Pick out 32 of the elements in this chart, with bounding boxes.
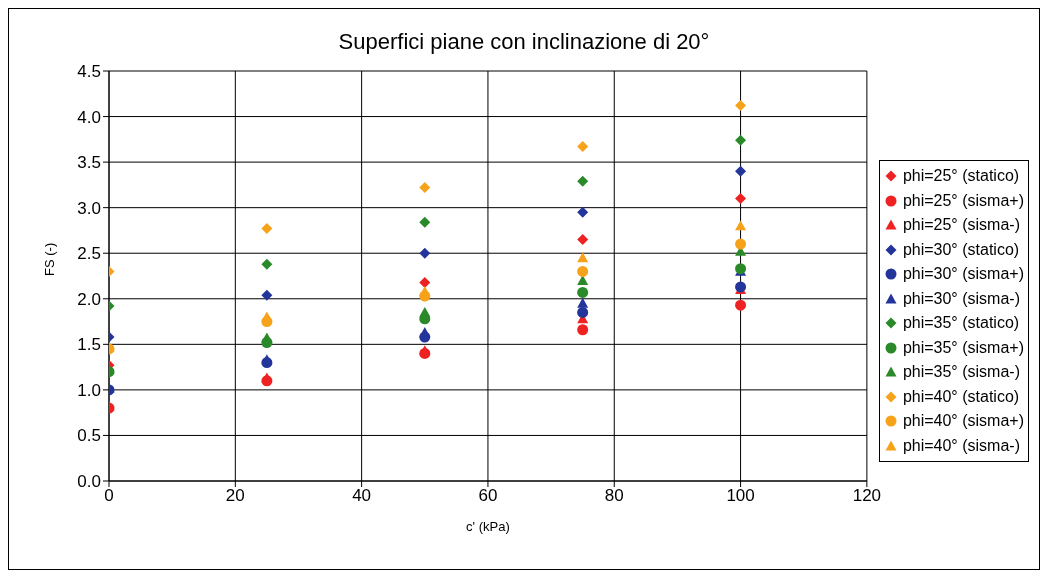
x-tick-label: 0 xyxy=(104,486,114,506)
chart-title: Superfici piane con inclinazione di 20° xyxy=(337,29,711,56)
y-tick-label: 0.5 xyxy=(77,426,101,446)
y-tick-label: 2.0 xyxy=(77,289,101,309)
legend-label: phi=40° (statico) xyxy=(902,386,1020,407)
y-tick-label: 4.0 xyxy=(77,107,101,127)
x-tick-label: 40 xyxy=(352,486,372,506)
x-tick-label: 60 xyxy=(478,486,498,506)
y-tick-label: 0.0 xyxy=(77,472,101,492)
legend-label: phi=25° (sisma+) xyxy=(902,190,1024,211)
legend-label: phi=30° (statico) xyxy=(902,239,1020,260)
y-tick-label: 2.5 xyxy=(77,244,101,264)
x-tick-label: 80 xyxy=(604,486,624,506)
legend-label: phi=25° (sisma-) xyxy=(902,215,1020,235)
legend-label: phi=35° (sisma+) xyxy=(902,337,1024,358)
legend-label: phi=30° (sisma-) xyxy=(902,288,1020,309)
legend-label: phi=40° (sisma+) xyxy=(902,411,1024,431)
y-tick-label: 1.0 xyxy=(77,380,101,400)
y-tick-label: 4.5 xyxy=(77,62,101,82)
x-tick-label: 120 xyxy=(852,486,882,506)
legend-label: phi=25° (statico) xyxy=(902,166,1020,186)
legend-label: phi=40° (sisma-) xyxy=(902,435,1020,456)
x-tick-label: 20 xyxy=(225,486,245,506)
y-axis-title: FS (-) xyxy=(41,242,57,276)
x-tick-label: 100 xyxy=(726,486,755,506)
legend-label: phi=35° (sisma-) xyxy=(902,362,1020,382)
y-tick-label: 3.0 xyxy=(77,198,101,218)
y-tick-label: 3.5 xyxy=(77,153,101,173)
legend-label: phi=30° (sisma+) xyxy=(902,264,1024,284)
legend-label: phi=35° (statico) xyxy=(902,313,1020,333)
y-tick-label: 1.5 xyxy=(77,335,101,355)
x-axis-title: c' (kPa) xyxy=(466,519,510,534)
